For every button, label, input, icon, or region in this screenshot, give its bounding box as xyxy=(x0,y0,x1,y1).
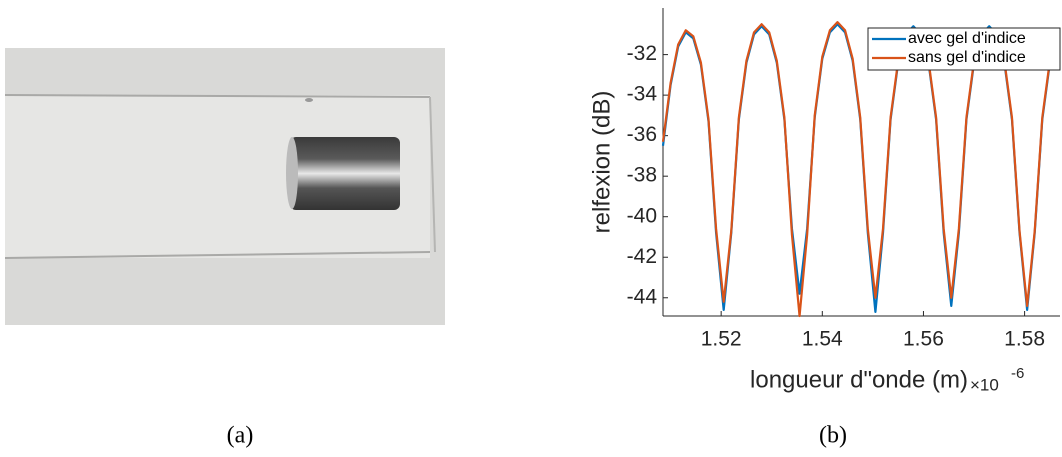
y-tick-label: -42 xyxy=(627,245,657,268)
x-tick-label: 1.58 xyxy=(1004,328,1045,351)
x-axis-exponent: -6 xyxy=(1011,365,1024,382)
x-axis-multiplier: ×10 xyxy=(970,375,999,394)
x-tick-label: 1.52 xyxy=(701,328,742,351)
caption: (b) xyxy=(819,423,847,449)
y-axis-label: relfexion (dB) xyxy=(588,91,615,234)
y-tick-label: -34 xyxy=(627,83,658,106)
x-tick-label: 1.56 xyxy=(903,328,944,351)
legend-label: sans gel d'indice xyxy=(908,49,1026,66)
legend: avec gel d'indice sans gel d'indice xyxy=(867,27,1061,71)
legend-box xyxy=(867,27,1061,71)
plot: -44 -42 -40 -38 -36 -34 -32 1.52 1.54 1.56 1.58 rel… xyxy=(588,8,1061,394)
y-tick-label: -40 xyxy=(627,204,657,227)
y-tick-label: -36 xyxy=(627,123,657,146)
y-tick-label: -32 xyxy=(627,42,657,65)
x-axis-label: longueur d"onde (m) xyxy=(750,366,968,393)
y-tick-label: -38 xyxy=(627,164,657,187)
y-tick-label: -44 xyxy=(627,285,658,308)
caption: (a) xyxy=(227,423,254,449)
photo xyxy=(4,48,445,325)
x-tick-label: 1.54 xyxy=(802,328,843,351)
legend-label: avec gel d'indice xyxy=(908,30,1026,47)
